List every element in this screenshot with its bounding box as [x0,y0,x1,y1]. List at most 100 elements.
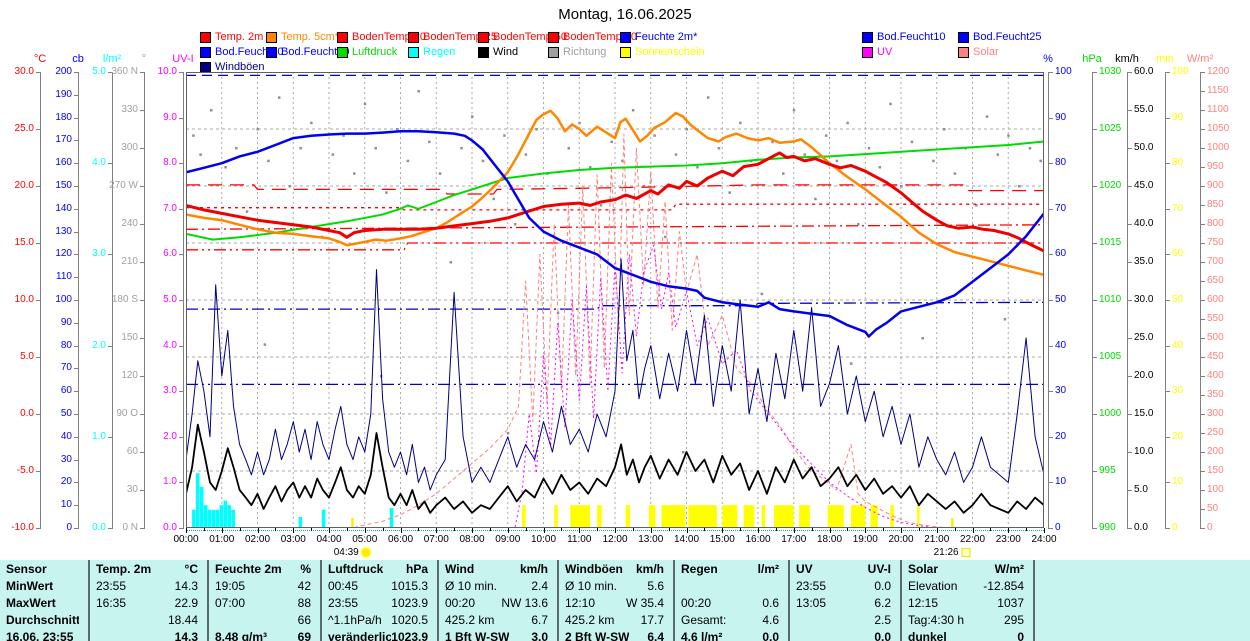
legend-item-regen: Regen [408,46,455,58]
time-label: 14:00 [673,534,700,545]
hour-tick [401,528,402,533]
axis-tick-label-lm2: 3.0 [92,248,106,259]
axis-tick-label-hpa: 1005 [1099,351,1122,362]
axis-tick-label-cb: 140 [55,203,72,214]
axis-tick-deg [140,528,144,529]
legend-label: Temp. 2m [215,31,264,43]
axis-tick-label-uvi: 9.0 [163,112,177,123]
axis-line-uvi [183,72,184,529]
legend-swatch [266,31,277,43]
legend-item-temp-5cm-: Temp. 5cm* [266,31,339,43]
rain-bar [223,500,228,528]
axis-tick-wm2 [1201,319,1205,320]
axis-tick-cb [74,528,78,529]
axis-line-wm2 [1200,72,1201,529]
axis-tick-kmh [1128,528,1132,529]
axis-tick-label-pct: 60 [1055,248,1067,259]
legend-item-bod-feucht80: Bod.Feucht80 [266,46,350,58]
wind-direction-dot [760,292,764,296]
axis-tick-wm2 [1201,186,1205,187]
table-cell-value: 3.0 [531,629,548,641]
axis-tick-cb [74,140,78,141]
table-row: 16:35 22.9 [90,594,207,611]
table-cell-label: 16.06. 23:55 [6,629,74,641]
axis-tick-pct [1049,163,1053,164]
hour-tick [329,528,330,533]
series-bodentemp10-line [186,184,1044,195]
axis-tick-label-cb: 50 [60,408,72,419]
table-cell-value: 6.4 [647,629,664,641]
axis-tick-deg [140,376,144,377]
hour-tick [1008,528,1009,533]
rain-bar [211,509,216,528]
axis-unit-deg: ° [141,53,147,65]
wind-direction-dot [288,185,292,188]
axis-tick-min [1166,391,1170,392]
table-cell-label: 12:10 [565,595,596,610]
table-cell-value: 1020.5 [391,612,428,627]
axis-tick-pct [1049,528,1053,529]
hour-tick [579,528,580,533]
table-header-row: Temp. 2m °C [90,560,207,577]
axis-tick-cb [74,391,78,392]
halfhour-tick [990,528,991,531]
series-luftdruck-line [186,140,1044,241]
axis-tick-label-wm2: 400 [1207,370,1224,381]
axis-tick-wm2 [1201,300,1205,301]
series-solar-line [186,133,1044,528]
wind-direction-dot [245,210,249,213]
axis-tick-label-wm2: 1000 [1207,142,1230,153]
axis-tick-uvi [179,528,183,529]
table-cell-label: 12:15 [908,595,939,610]
axis-tick-label-kmh: 25.0 [1134,332,1154,343]
axis-tick-label-pct: 40 [1055,340,1067,351]
axis-tick-label-cb: 150 [55,180,72,191]
table-cell-label: 23:55 [96,578,127,593]
series-temp2m-line [186,151,1044,253]
axis-tick-label-deg: 0 N [122,522,138,533]
axis-tick-label-wm2: 50 [1207,503,1219,514]
wind-direction-dot [374,147,377,150]
hour-tick [365,528,366,533]
wind-direction-dot [428,140,431,144]
axis-tick-wm2 [1201,414,1205,415]
sunrise-icon [361,548,371,557]
wind-direction-dot [471,115,474,118]
axis-tick-wm2 [1201,110,1205,111]
table-header-name: Solar [908,561,939,576]
wind-direction-dot [492,197,495,201]
axis-tick-pct [1049,300,1053,301]
legend-label: Richtung [563,46,607,58]
table-cell-label: 425.2 km [445,612,495,627]
time-label: 02:00 [244,534,271,545]
hour-tick [186,528,187,533]
axis-tick-min [1166,528,1170,529]
halfhour-tick [383,528,384,531]
legend-item-richtung: Richtung [548,46,606,58]
halfhour-tick [883,528,884,531]
sunshine-bar [661,505,686,528]
axis-tick-label-deg: 180 S [111,294,138,305]
table-cell-label: 23:55 [328,595,359,610]
table-header-row: Wind km/h [439,560,557,577]
table-header-row: Luftdruck hPa [322,560,437,577]
axis-tick-label-cb: 0 [66,522,72,533]
table-header-unit: km/h [635,561,664,576]
sunshine-bar [799,505,810,528]
hour-tick [472,528,473,533]
axis-tick-label-lm2: 0.0 [92,522,106,533]
rain-bar [231,509,235,528]
axis-tick-wm2 [1201,129,1205,130]
halfhour-tick [204,528,205,531]
table-cell-value: 295 [1003,612,1024,627]
wind-direction-dot [331,153,335,156]
wind-direction-dot [417,90,420,93]
wind-direction-dot [299,147,302,150]
axis-tick-label-hpa: 1020 [1099,180,1122,191]
table-cell-value: 1023.9 [391,595,428,610]
table-row: 12:15 1037 [902,594,1033,611]
axis-tick-label-uvi: 3.0 [163,385,177,396]
axis-tick-label-deg: 330 [121,104,138,115]
axis-tick-label-tempC: -5.0 [16,465,34,476]
axis-tick-label-wm2: 1100 [1207,104,1229,115]
